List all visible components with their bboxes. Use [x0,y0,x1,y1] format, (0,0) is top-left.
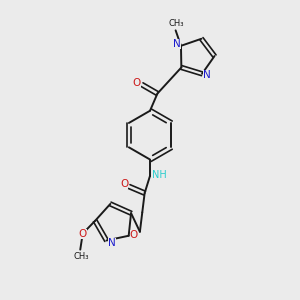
Text: O: O [130,230,138,240]
Text: O: O [79,229,87,239]
Text: CH₃: CH₃ [73,252,88,261]
Text: NH: NH [152,170,167,180]
Text: N: N [108,238,116,248]
Text: CH₃: CH₃ [169,19,184,28]
Text: N: N [173,39,181,49]
Text: O: O [120,179,128,189]
Text: N: N [203,70,210,80]
Text: O: O [133,78,141,88]
